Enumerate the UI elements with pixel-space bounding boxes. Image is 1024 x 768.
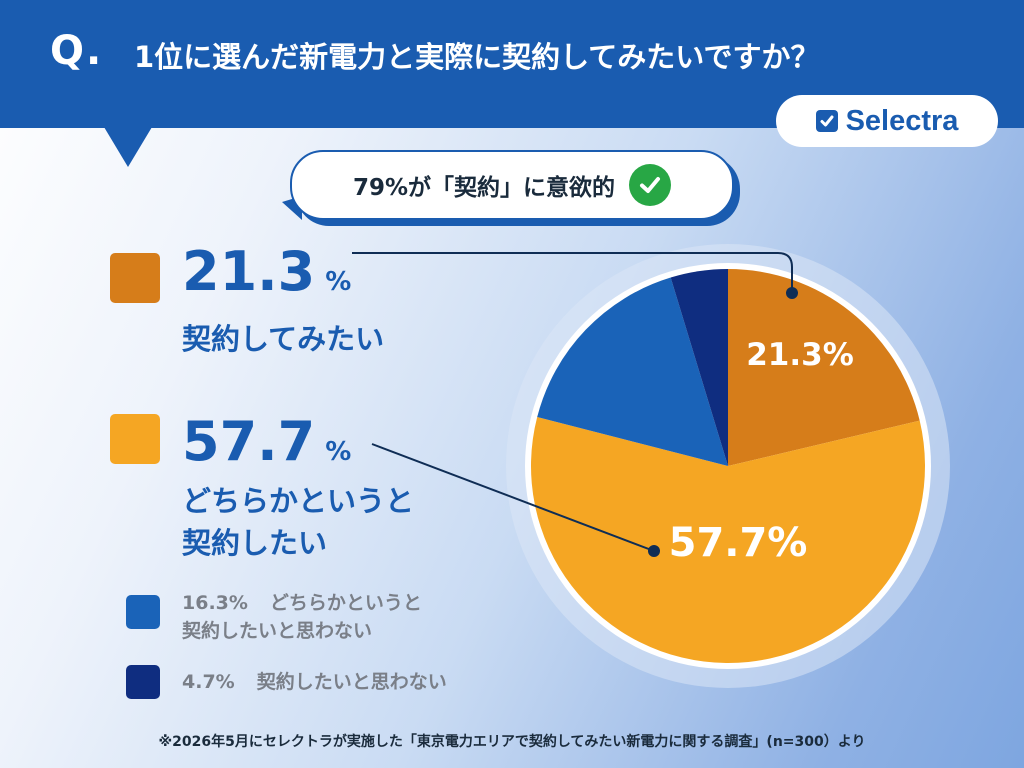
legend-label-3-line2: 契約したいと思わない: [182, 620, 373, 642]
legend-label-2-line1: どちらかというと: [182, 484, 415, 518]
callout-bubble: 79%が「契約」に意欲的: [290, 150, 734, 220]
question-mark: Q.: [50, 28, 104, 74]
pie-slice-4: [670, 269, 728, 466]
logo-text: Selectra: [845, 104, 959, 137]
header-bar: Q. 1位に選んだ新電力と実際に契約してみたいですか？: [0, 0, 1024, 128]
leader-dot-2: [648, 545, 660, 557]
footnote: ※2026年5月にセレクトラが実施した「東京電力エリアで契約してみたい新電力に関…: [158, 734, 866, 750]
legend-pct-1-unit: %: [325, 267, 352, 297]
callout-text: 79%が「契約」に意欲的: [352, 175, 616, 201]
header-notch: [104, 127, 152, 167]
pie-data-label-2: 57.7%: [669, 520, 808, 566]
legend-pct-3: 16.3%: [182, 592, 248, 614]
pie-slice-3: [537, 277, 728, 466]
legend-label-1: 契約してみたい: [182, 322, 385, 356]
legend-pct-2-unit: %: [325, 437, 352, 467]
legend-label-2-line2: 契約したい: [182, 526, 328, 560]
selectra-logo: Selectra: [776, 95, 998, 147]
legend-swatch-3: [126, 595, 160, 629]
legend-swatch-2: [110, 414, 160, 464]
pie-slice-1: [728, 269, 920, 466]
legend-pct-2: 57.7%: [182, 410, 351, 473]
legend-label-2: どちらかというと 契約したい: [182, 480, 414, 564]
legend-item-3: 16.3% どちらかというと 契約したいと思わない: [182, 589, 422, 645]
pie-data-label-1: 21.3%: [746, 337, 854, 373]
leader-line-2: [371, 443, 655, 552]
leader-dot-1: [786, 287, 798, 299]
legend-swatch-1: [110, 253, 160, 303]
legend-pct-2-value: 57.7: [182, 410, 316, 473]
legend-label-4: 契約したいと思わない: [256, 671, 447, 693]
check-circle-icon: [629, 164, 672, 206]
legend-pct-1: 21.3%: [182, 240, 351, 303]
legend-pct-1-value: 21.3: [182, 240, 316, 303]
leader-line-1: [352, 252, 793, 293]
legend-label-3-line1: どちらかというと: [269, 592, 422, 614]
legend-pct-4: 4.7%: [182, 671, 235, 693]
chart-title: 1位に選んだ新電力と実際に契約してみたいですか？: [134, 40, 820, 74]
pie-slice-2: [530, 417, 925, 664]
logo-check-icon: [815, 110, 838, 132]
legend-item-4: 4.7% 契約したいと思わない: [182, 668, 447, 696]
legend-swatch-4: [126, 665, 160, 699]
